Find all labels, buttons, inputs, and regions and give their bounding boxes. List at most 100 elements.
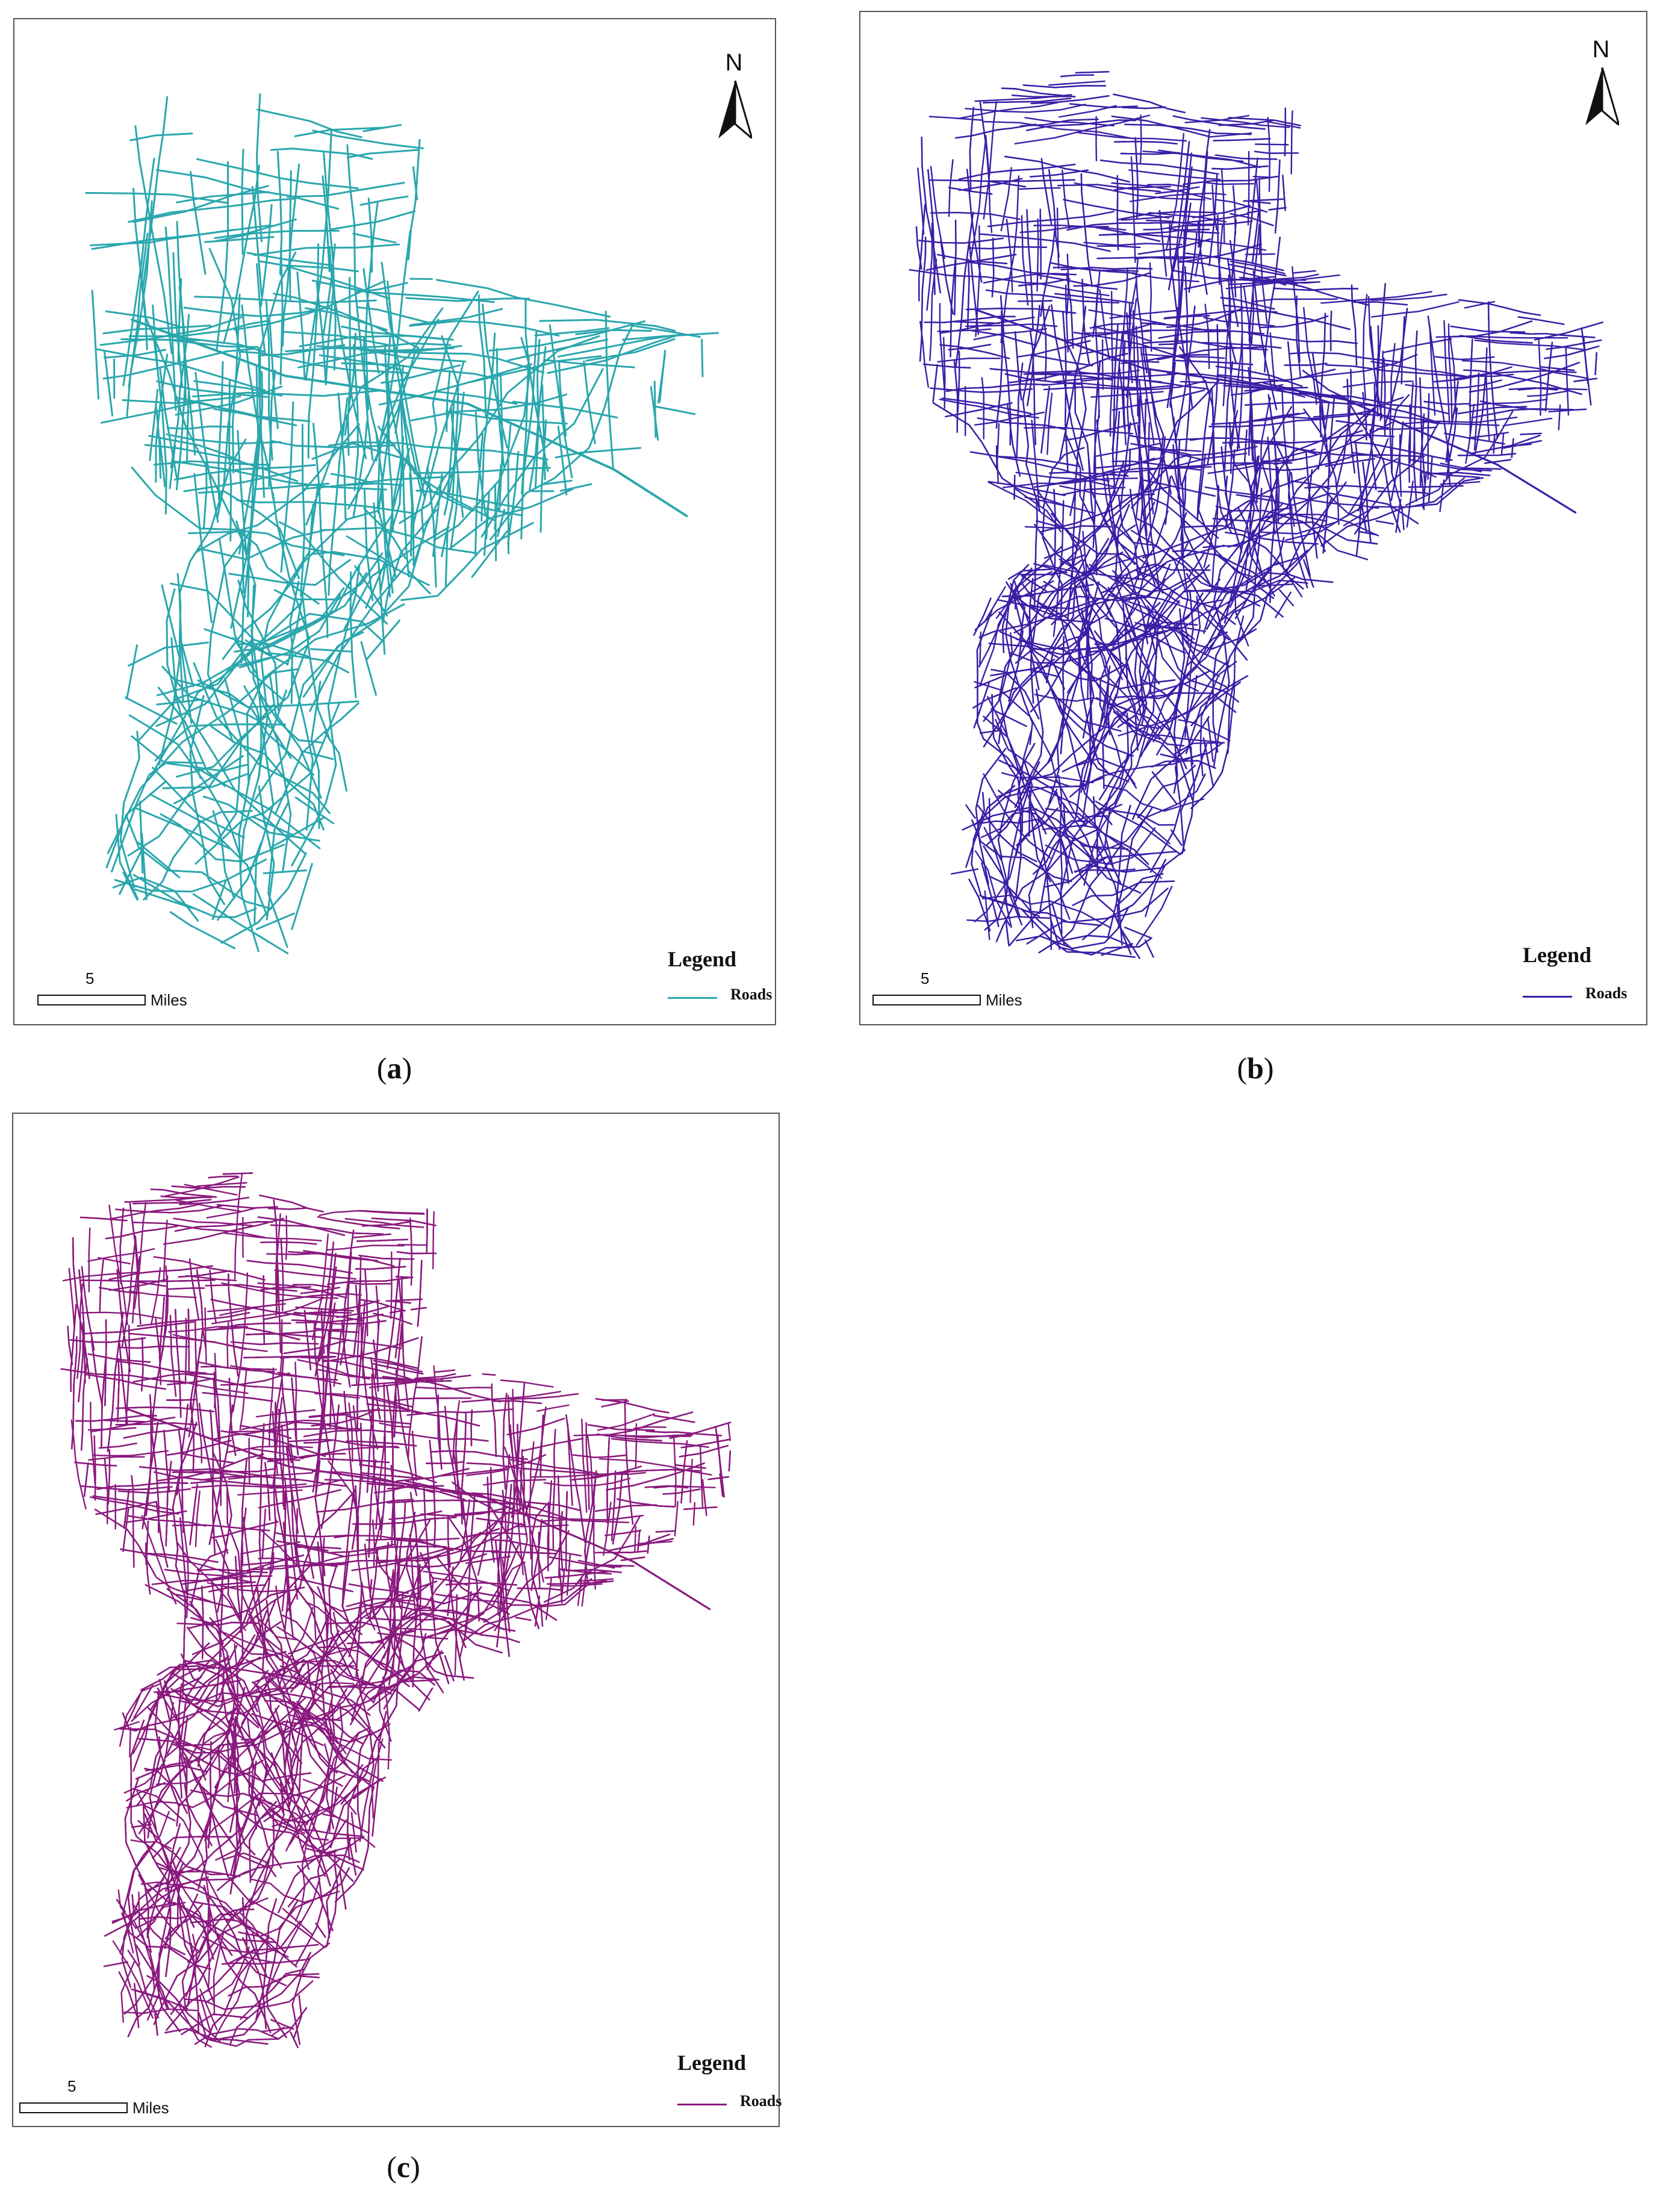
road-segment [937,357,1001,363]
road-segment [274,1269,357,1280]
road-segment [163,1217,285,1245]
road-segment [1358,530,1378,536]
road-segment [411,1431,417,1481]
road-segment [1004,373,1082,385]
road-segment [190,1549,229,1606]
road-segment [356,1238,408,1242]
road-segment [1077,131,1187,142]
road-segment [131,1475,135,1568]
road-segment [256,1586,294,1740]
road-segment [1060,74,1095,78]
road-segment [1124,123,1252,135]
road-segment [98,1257,131,1265]
road-segment [1015,471,1115,488]
road-segment [1021,215,1029,306]
road-segment [390,1300,411,1304]
road-segment [309,558,413,712]
road-segment [414,1373,456,1379]
road-segment [1540,366,1575,371]
road-segment [324,1743,335,1829]
road-segment [1120,152,1180,155]
road-segment [487,1476,495,1563]
road-segment [606,1437,610,1524]
road-segment [196,1269,207,1349]
road-segment [220,1372,290,1386]
road-segment [1070,480,1086,578]
north-label: N [1592,36,1610,63]
road-segment [164,1730,230,1759]
road-segment [1099,448,1131,526]
road-segment [216,1204,278,1209]
road-segment [1419,377,1426,483]
road-segment [164,226,177,411]
road-segment [197,1361,277,1370]
road-segment [522,1456,525,1527]
road-segment [955,211,974,367]
road-segment [502,1490,507,1534]
road-segment [1030,95,1110,105]
road-segment [273,552,384,601]
road-segment [918,204,926,302]
road-segment [70,1419,87,1510]
road-segment [312,129,424,149]
road-segment [282,163,300,347]
road-segment [195,423,360,553]
road-segment [228,1378,237,1456]
road-segment [1026,921,1102,945]
road-segment [328,441,471,450]
road-segment [1143,583,1294,629]
road-segment [305,1601,395,1673]
map-panel-c: Legend Roads 5 Miles [12,1113,782,2127]
road-segment [197,1645,238,1767]
road-segment [1275,591,1292,618]
road-segment [255,1697,291,1785]
road-segment [418,1687,434,1712]
road-segment [1005,594,1033,745]
road-segment [228,1946,295,1965]
road-segment [1028,577,1040,691]
road-segment [683,1506,718,1510]
road-segment [1223,304,1351,331]
road-segment [185,1275,237,1282]
road-segment [320,1309,325,1354]
road-segment [169,911,236,949]
road-segment [1207,717,1214,762]
road-segment [150,1188,217,1198]
road-segment [1534,322,1603,341]
road-segment [459,1499,471,1561]
road-segment [1254,143,1289,146]
legend-swatch [668,997,717,999]
road-segment [297,1975,320,1978]
road-segment [1096,419,1123,574]
road-segment [1137,424,1148,536]
road-segment [400,522,534,601]
road-segment [1113,93,1186,113]
north-arrow: N [710,49,758,140]
road-segment [376,1559,429,1564]
road-segment [127,1949,160,2019]
road-segment [1160,742,1224,760]
road-segment [251,1713,324,1746]
road-segment [70,1303,77,1393]
road-segment [444,526,449,587]
road-segment [1131,368,1164,509]
road-segment [1473,372,1480,451]
road-segment [1050,262,1139,272]
road-segment [170,1697,306,1754]
road-segment [1140,353,1225,359]
road-segment [497,1627,516,1632]
road-segment [1170,475,1190,642]
road-segment [246,1260,353,1274]
road-segment [138,1738,207,1781]
road-segment [346,1582,432,1608]
road-segment [194,701,341,865]
road-segment [1190,680,1235,809]
road-segment [171,1185,246,1190]
road-segment [423,1484,436,1612]
road-segment [1133,592,1204,642]
road-segment [655,1530,676,1533]
road-segment [1124,562,1148,751]
road-segment [1040,385,1050,454]
road-segment [325,1580,438,1657]
road-segment [565,1491,568,1570]
